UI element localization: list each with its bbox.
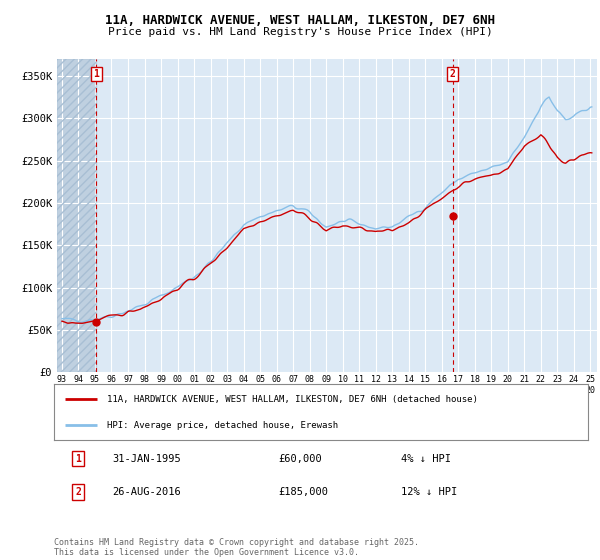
Text: 1: 1 <box>75 454 81 464</box>
Text: £185,000: £185,000 <box>278 487 328 497</box>
Text: 1: 1 <box>94 69 99 79</box>
Text: £60,000: £60,000 <box>278 454 322 464</box>
Bar <box>57 59 97 372</box>
Text: 4% ↓ HPI: 4% ↓ HPI <box>401 454 451 464</box>
Text: 2: 2 <box>75 487 81 497</box>
Text: 2: 2 <box>449 69 455 79</box>
Text: Contains HM Land Registry data © Crown copyright and database right 2025.
This d: Contains HM Land Registry data © Crown c… <box>54 538 419 557</box>
Text: 31-JAN-1995: 31-JAN-1995 <box>113 454 181 464</box>
Text: 26-AUG-2016: 26-AUG-2016 <box>113 487 181 497</box>
Text: HPI: Average price, detached house, Erewash: HPI: Average price, detached house, Erew… <box>107 421 338 430</box>
Bar <box>57 59 97 372</box>
Text: 11A, HARDWICK AVENUE, WEST HALLAM, ILKESTON, DE7 6NH (detached house): 11A, HARDWICK AVENUE, WEST HALLAM, ILKES… <box>107 395 478 404</box>
Text: 12% ↓ HPI: 12% ↓ HPI <box>401 487 457 497</box>
Text: 11A, HARDWICK AVENUE, WEST HALLAM, ILKESTON, DE7 6NH: 11A, HARDWICK AVENUE, WEST HALLAM, ILKES… <box>105 14 495 27</box>
Text: Price paid vs. HM Land Registry's House Price Index (HPI): Price paid vs. HM Land Registry's House … <box>107 27 493 37</box>
